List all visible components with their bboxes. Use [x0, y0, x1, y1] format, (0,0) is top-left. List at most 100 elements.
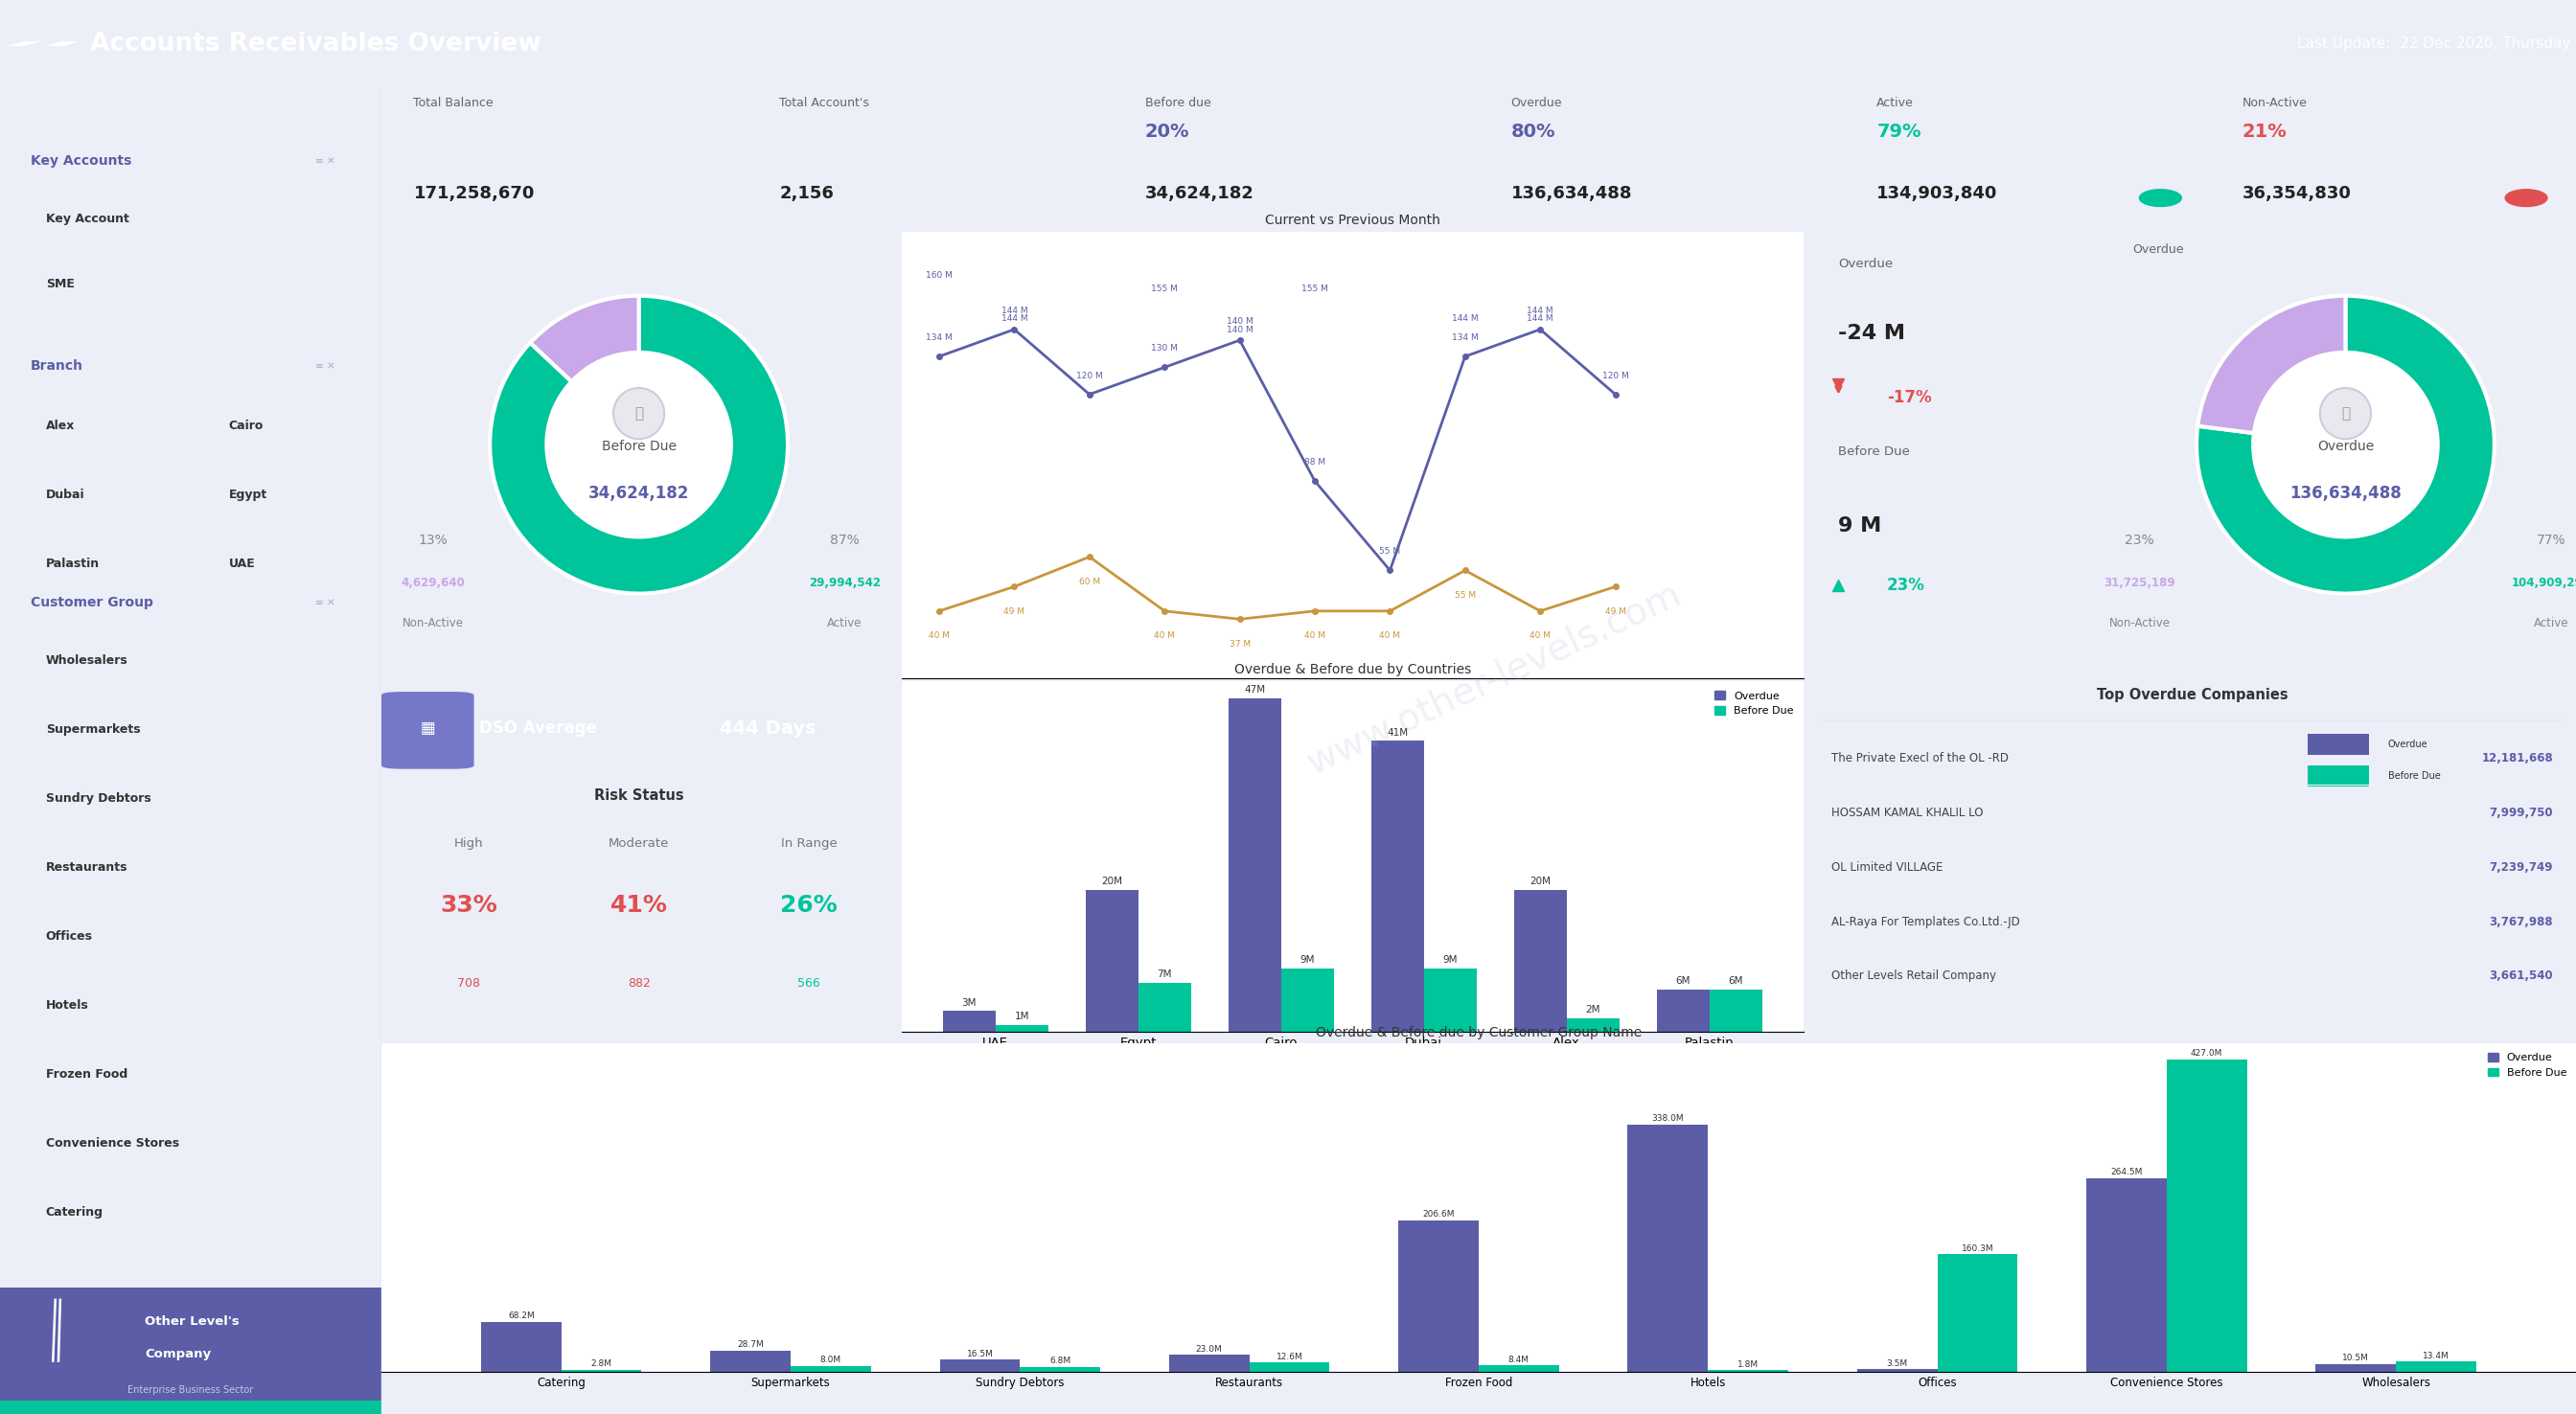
Circle shape	[2254, 352, 2437, 537]
Text: -24 M: -24 M	[1839, 324, 1906, 344]
Text: 3.5M: 3.5M	[1886, 1359, 1909, 1367]
Polygon shape	[57, 1298, 62, 1362]
Bar	[482, 1322, 562, 1372]
Text: 26%: 26%	[781, 894, 837, 916]
Text: 49 M: 49 M	[1005, 607, 1025, 615]
Text: ⏱: ⏱	[634, 406, 644, 420]
Text: 20%: 20%	[1146, 123, 1190, 141]
Text: 882: 882	[629, 977, 649, 990]
Text: 34,624,182: 34,624,182	[1146, 185, 1255, 202]
Text: Overdue: Overdue	[1839, 259, 1893, 270]
Text: Wholesalers: Wholesalers	[46, 655, 129, 667]
Text: 3M: 3M	[961, 998, 976, 1007]
FancyBboxPatch shape	[15, 960, 366, 1051]
Text: 55 M: 55 M	[1378, 547, 1401, 556]
Text: The Private Execl of the OL -RD: The Private Execl of the OL -RD	[1832, 752, 2009, 765]
FancyBboxPatch shape	[15, 615, 366, 706]
Bar	[940, 1359, 1020, 1372]
Legend: Overdue, Before Due: Overdue, Before Due	[1710, 687, 1798, 720]
Text: Company: Company	[144, 1348, 211, 1360]
Text: 3,767,988: 3,767,988	[2488, 915, 2553, 928]
Bar	[1479, 1366, 1558, 1372]
Text: 20M: 20M	[1530, 877, 1551, 887]
Bar	[2166, 1059, 2246, 1372]
Text: Before Due: Before Due	[600, 440, 677, 454]
Text: 134,903,840: 134,903,840	[1878, 185, 1999, 202]
Text: Non-Active: Non-Active	[402, 617, 464, 629]
Bar	[1656, 990, 1710, 1032]
FancyBboxPatch shape	[15, 823, 366, 912]
Text: 160 M: 160 M	[925, 271, 953, 280]
Text: Supermarkets: Supermarkets	[46, 724, 139, 735]
FancyBboxPatch shape	[15, 684, 366, 775]
Text: 13%: 13%	[417, 533, 448, 547]
Text: 12,181,668: 12,181,668	[2481, 752, 2553, 765]
Polygon shape	[5, 41, 41, 47]
Text: ≡ ✕: ≡ ✕	[317, 598, 335, 607]
Text: Frozen Food: Frozen Food	[46, 1068, 126, 1080]
Bar	[2087, 1178, 2166, 1372]
Text: 49 M: 49 M	[1605, 607, 1625, 615]
Text: Total Balance: Total Balance	[415, 96, 495, 109]
Text: Last Update:  22 Dec 2020, Thursday: Last Update: 22 Dec 2020, Thursday	[2298, 37, 2571, 51]
Text: Cairo: Cairo	[229, 420, 263, 433]
Text: ▦: ▦	[420, 720, 435, 737]
Text: 7M: 7M	[1157, 970, 1172, 978]
Text: 34,624,182: 34,624,182	[587, 485, 690, 502]
Bar	[1628, 1124, 1708, 1372]
Title: Overdue & Before due by Customer Group Name: Overdue & Before due by Customer Group N…	[1316, 1027, 1641, 1039]
Text: 29,994,542: 29,994,542	[809, 577, 881, 590]
Text: In Range: In Range	[781, 837, 837, 850]
Text: 23%: 23%	[1886, 577, 1924, 594]
Title: Current vs Previous Month: Current vs Previous Month	[1265, 214, 1440, 226]
Text: Palastin: Palastin	[46, 557, 100, 570]
Text: 338.0M: 338.0M	[1651, 1114, 1685, 1123]
Text: AL-Raya For Templates Co.Ltd.-JD: AL-Raya For Templates Co.Ltd.-JD	[1832, 915, 2020, 928]
Text: 40 M: 40 M	[1303, 632, 1327, 641]
Text: 10.5M: 10.5M	[2342, 1353, 2370, 1363]
Wedge shape	[2197, 296, 2344, 433]
Text: Offices: Offices	[46, 930, 93, 943]
Text: 134 M: 134 M	[1453, 334, 1479, 342]
Text: 140 M: 140 M	[1226, 317, 1252, 325]
FancyBboxPatch shape	[15, 1099, 366, 1189]
Bar	[1515, 889, 1566, 1032]
Text: 3,661,540: 3,661,540	[2488, 970, 2553, 983]
Bar	[2316, 1365, 2396, 1372]
Text: Other Level's: Other Level's	[144, 1315, 240, 1328]
Bar	[1229, 699, 1280, 1032]
Text: 37 M: 37 M	[1229, 639, 1249, 648]
Bar	[1084, 889, 1139, 1032]
Text: 55 M: 55 M	[1455, 591, 1476, 600]
Text: Hotels: Hotels	[46, 1000, 88, 1011]
Text: Egypt: Egypt	[229, 489, 268, 501]
Text: Convenience Stores: Convenience Stores	[46, 1137, 180, 1150]
Text: 8.0M: 8.0M	[819, 1356, 842, 1365]
Bar	[1857, 1369, 1937, 1372]
Text: Active: Active	[1878, 96, 1914, 109]
Text: 60 M: 60 M	[1079, 577, 1100, 585]
Text: 40 M: 40 M	[1378, 632, 1401, 641]
Text: 1.8M: 1.8M	[1736, 1360, 1759, 1369]
Bar	[1710, 990, 1762, 1032]
Text: HOSSAM KAMAL KHALIL LO: HOSSAM KAMAL KHALIL LO	[1832, 807, 1984, 819]
Text: 264.5M: 264.5M	[2110, 1168, 2143, 1176]
Text: 4,629,640: 4,629,640	[402, 577, 466, 590]
Text: 21%: 21%	[2244, 123, 2287, 141]
Text: 9 M: 9 M	[1839, 516, 1883, 534]
Text: 33%: 33%	[440, 894, 497, 916]
Bar	[1370, 741, 1425, 1032]
Text: 206.6M: 206.6M	[1422, 1210, 1455, 1219]
Text: Moderate: Moderate	[608, 837, 670, 850]
Text: 88 M: 88 M	[1303, 458, 1327, 467]
Bar	[1280, 969, 1334, 1032]
Bar	[711, 1350, 791, 1372]
Text: Sundry Debtors: Sundry Debtors	[46, 792, 152, 805]
Text: 140 M: 140 M	[1226, 325, 1252, 334]
Text: 77%: 77%	[2537, 533, 2566, 547]
Text: Overdue: Overdue	[2133, 243, 2184, 256]
FancyBboxPatch shape	[15, 174, 366, 264]
Text: SME: SME	[46, 277, 75, 290]
Text: Risk Status: Risk Status	[595, 788, 683, 802]
Text: 41%: 41%	[611, 894, 667, 916]
